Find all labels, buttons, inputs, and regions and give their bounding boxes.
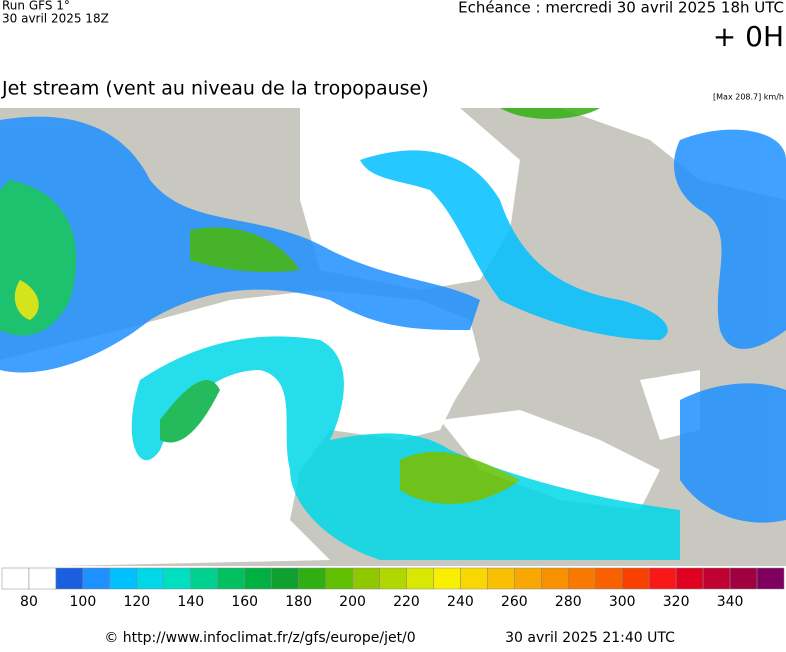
scale-swatch bbox=[729, 567, 758, 590]
scale-swatch bbox=[621, 567, 650, 590]
scale-swatch bbox=[352, 567, 380, 590]
color-scale: 80 100 120 140 160 180 200 220 240 260 280 300 320 34… bbox=[1, 567, 785, 610]
scale-swatch bbox=[190, 567, 218, 590]
scale-tick-label: 140 bbox=[177, 594, 204, 610]
scale-swatch bbox=[406, 567, 434, 590]
jet-core bbox=[500, 108, 600, 119]
offset-label: + 0H bbox=[713, 20, 784, 53]
run-label: Run GFS 1° bbox=[2, 0, 70, 13]
sea bbox=[440, 410, 660, 510]
jet-band bbox=[360, 150, 668, 340]
jet-core bbox=[400, 451, 520, 504]
scale-tick-label: 260 bbox=[501, 594, 528, 610]
scale-swatch bbox=[379, 567, 407, 590]
scale-swatch bbox=[433, 567, 461, 590]
scale-swatch bbox=[702, 567, 731, 590]
max-label: [Max 208.7] km/h bbox=[713, 93, 784, 102]
map-title: Jet stream (vent au niveau de la tropopa… bbox=[1, 78, 429, 100]
scale-swatch bbox=[28, 567, 57, 590]
scale-tick-label: 120 bbox=[123, 594, 150, 610]
jet-band bbox=[131, 336, 681, 560]
scale-tick-label: 320 bbox=[663, 594, 690, 610]
scale-swatch bbox=[541, 567, 569, 590]
scale-tick-label: 220 bbox=[393, 594, 420, 610]
scale-swatch bbox=[487, 567, 515, 590]
scale-swatch bbox=[675, 567, 704, 590]
jet-band bbox=[674, 129, 786, 349]
scale-swatch bbox=[136, 567, 165, 590]
jet-max bbox=[14, 280, 39, 320]
map bbox=[0, 108, 786, 566]
scale-tick-label: 180 bbox=[285, 594, 312, 610]
scale-tick-label: 200 bbox=[339, 594, 366, 610]
scale-swatch bbox=[648, 567, 677, 590]
scale-swatch bbox=[271, 567, 299, 590]
scale-swatch bbox=[55, 567, 84, 590]
scale-swatch bbox=[163, 567, 192, 590]
scale-swatch bbox=[298, 567, 326, 590]
scale-swatch bbox=[594, 567, 623, 590]
jet-streams bbox=[0, 108, 786, 560]
scale-swatch bbox=[244, 567, 272, 590]
scale-tick-label: 80 bbox=[20, 594, 38, 610]
jet-core bbox=[190, 227, 300, 272]
scale-swatch bbox=[756, 567, 785, 590]
scale-tick-label: 340 bbox=[717, 594, 744, 610]
scale-swatch bbox=[82, 567, 111, 590]
jet-core bbox=[160, 380, 220, 443]
timestamp: 30 avril 2025 21:40 UTC bbox=[505, 630, 675, 646]
scale-tick-label: 280 bbox=[555, 594, 582, 610]
scale-tick-label: 300 bbox=[609, 594, 636, 610]
scale-swatch bbox=[514, 567, 542, 590]
scale-swatch bbox=[217, 567, 245, 590]
scale-swatch bbox=[325, 567, 353, 590]
credit: © http://www.infoclimat.fr/z/gfs/europe/… bbox=[104, 630, 415, 646]
scale-swatch bbox=[460, 567, 488, 590]
scale-tick-label: 160 bbox=[231, 594, 258, 610]
scale-swatch bbox=[568, 567, 596, 590]
run-date: 30 avril 2025 18Z bbox=[2, 12, 109, 26]
scale-tick-label: 240 bbox=[447, 594, 474, 610]
scale-swatch bbox=[1, 567, 30, 590]
scale-swatch bbox=[109, 567, 138, 590]
forecast-label: Echéance : mercredi 30 avril 2025 18h UT… bbox=[458, 0, 784, 17]
sea bbox=[300, 108, 520, 290]
scale-tick-label: 100 bbox=[70, 594, 97, 610]
jet-band bbox=[680, 383, 786, 523]
sea bbox=[0, 290, 480, 566]
